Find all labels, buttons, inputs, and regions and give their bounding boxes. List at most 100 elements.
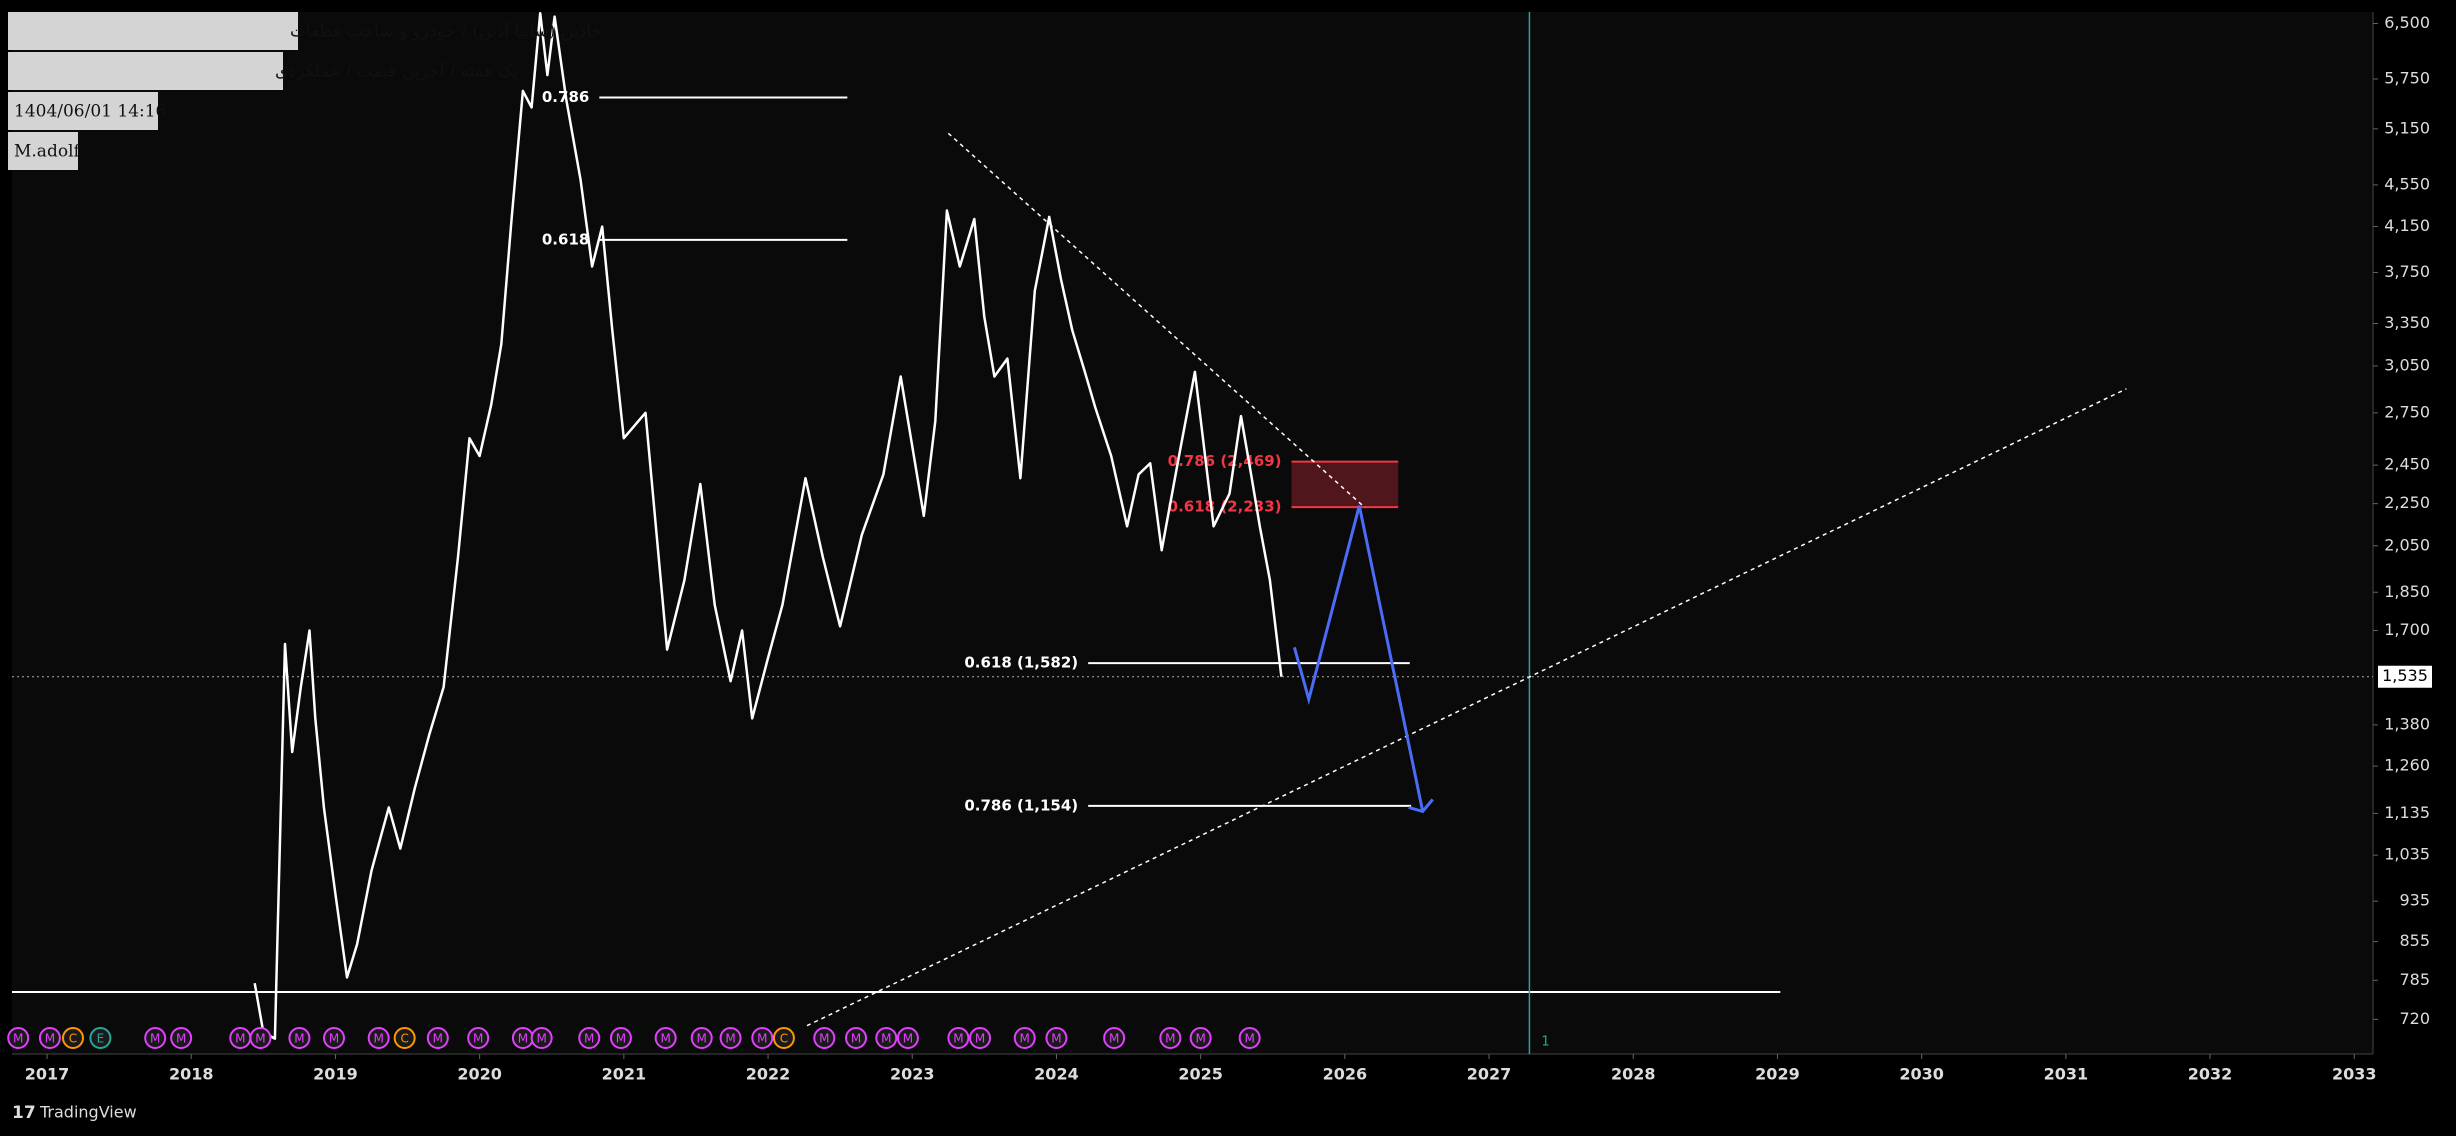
x-tick-label: 2019	[313, 1065, 358, 1084]
x-tick-label: 2027	[1467, 1065, 1512, 1084]
event-label: M	[1051, 1032, 1061, 1046]
event-label: M	[1109, 1032, 1119, 1046]
event-marker	[690, 1027, 713, 1049]
y-tick-label: 3,350	[2384, 313, 2430, 332]
last-price-box	[2378, 665, 2432, 688]
event-marker	[1189, 1027, 1212, 1049]
event-label: M	[1165, 1032, 1175, 1046]
event-marker	[719, 1027, 742, 1049]
event-label: M	[616, 1032, 626, 1046]
event-marker	[170, 1027, 193, 1049]
event-marker	[367, 1027, 390, 1049]
event-marker	[38, 1027, 61, 1049]
event-label: M	[953, 1032, 963, 1046]
y-tick-label: 3,050	[2384, 355, 2430, 374]
y-tick-label: 1,700	[2384, 620, 2430, 639]
y-tick-label: 855	[2399, 931, 2430, 950]
brand: TradingView	[39, 1103, 137, 1122]
x-tick-label: 2025	[1178, 1065, 1223, 1084]
x-tick-label: 2022	[746, 1065, 791, 1084]
event-marker	[323, 1027, 346, 1049]
info-box	[8, 12, 298, 50]
event-marker	[1159, 1027, 1182, 1049]
event-label: M	[584, 1032, 594, 1046]
event-label: M	[329, 1032, 339, 1046]
event-label: M	[903, 1032, 913, 1046]
info-text: M.adolf	[14, 142, 82, 162]
event-marker	[947, 1027, 970, 1049]
event-marker	[426, 1027, 449, 1049]
event-label: M	[518, 1032, 528, 1046]
x-tick-label: 2030	[1899, 1065, 1944, 1084]
event-label: M	[725, 1032, 735, 1046]
event-label: M	[294, 1032, 304, 1046]
fib-label: 0.618 (1,582)	[964, 654, 1078, 672]
y-tick-label: 2,050	[2384, 535, 2430, 554]
info-box	[8, 92, 158, 130]
y-tick-label: 2,750	[2384, 402, 2430, 421]
event-marker	[845, 1027, 868, 1049]
x-tick-label: 2029	[1755, 1065, 1800, 1084]
y-tick-label: 720	[2399, 1009, 2430, 1028]
event-marker	[875, 1027, 898, 1049]
event-marker	[89, 1027, 112, 1049]
x-tick-label: 2031	[2044, 1065, 2089, 1084]
event-marker	[7, 1027, 30, 1049]
y-tick-label: 785	[2399, 970, 2430, 989]
logo: 17 TradingView	[12, 1103, 137, 1124]
logo-mark: 17	[12, 1103, 36, 1123]
event-marker	[896, 1027, 919, 1049]
y-tick-label: 1,035	[2384, 845, 2430, 864]
y-tick-label: 2,450	[2384, 455, 2430, 474]
event-label: M	[697, 1032, 707, 1046]
info-text: یک هفته / آخرین قیمت / عملکردی	[275, 60, 518, 82]
info-box	[8, 52, 283, 90]
x-tick-label: 2032	[2188, 1065, 2233, 1084]
event-marker	[249, 1027, 272, 1049]
x-tick-label: 2023	[890, 1065, 935, 1084]
event-marker	[969, 1027, 992, 1049]
event-marker	[772, 1027, 795, 1049]
event-marker	[467, 1027, 490, 1049]
y-tick-label: 1,260	[2384, 756, 2430, 775]
event-marker	[813, 1027, 836, 1049]
y-tick-label: 6,500	[2384, 13, 2430, 32]
event-label: M	[851, 1032, 861, 1046]
event-marker	[1103, 1027, 1126, 1049]
event-label: C	[780, 1032, 788, 1046]
event-label: C	[69, 1032, 77, 1046]
event-marker	[1013, 1027, 1036, 1049]
event-marker	[530, 1027, 553, 1049]
fib-label: 0.786 (1,154)	[964, 796, 1078, 814]
event-label: M	[235, 1032, 245, 1046]
plot-area	[12, 12, 2373, 1054]
event-marker	[393, 1027, 416, 1049]
time-marker-label: 1	[1541, 1035, 1549, 1050]
x-tick-label: 2026	[1323, 1065, 1368, 1084]
event-label: M	[374, 1032, 384, 1046]
event-label: M	[975, 1032, 985, 1046]
fib-zone	[1291, 461, 1399, 508]
fib-label: 0.618	[542, 230, 589, 248]
y-tick-label: 2,250	[2384, 493, 2430, 512]
event-label: M	[45, 1032, 55, 1046]
y-tick-label: 3,750	[2384, 262, 2430, 281]
event-marker	[144, 1027, 167, 1049]
y-tick-label: 1,135	[2384, 803, 2430, 822]
event-marker	[654, 1027, 677, 1049]
trendline	[947, 132, 1366, 509]
last-price-label: 1,535	[2382, 666, 2428, 685]
info-text: خاذین (سایپا آذین) / خودرو و ساخت قطعات	[290, 20, 602, 42]
projection-path	[1292, 505, 1425, 812]
event-label: E	[97, 1032, 105, 1046]
event-label: M	[536, 1032, 546, 1046]
event-label: M	[433, 1032, 443, 1046]
x-tick-label: 2021	[602, 1065, 647, 1084]
event-label: M	[819, 1032, 829, 1046]
event-marker	[609, 1027, 632, 1049]
event-label: M	[1195, 1032, 1205, 1046]
info-box	[8, 132, 78, 170]
event-label: M	[1244, 1032, 1254, 1046]
